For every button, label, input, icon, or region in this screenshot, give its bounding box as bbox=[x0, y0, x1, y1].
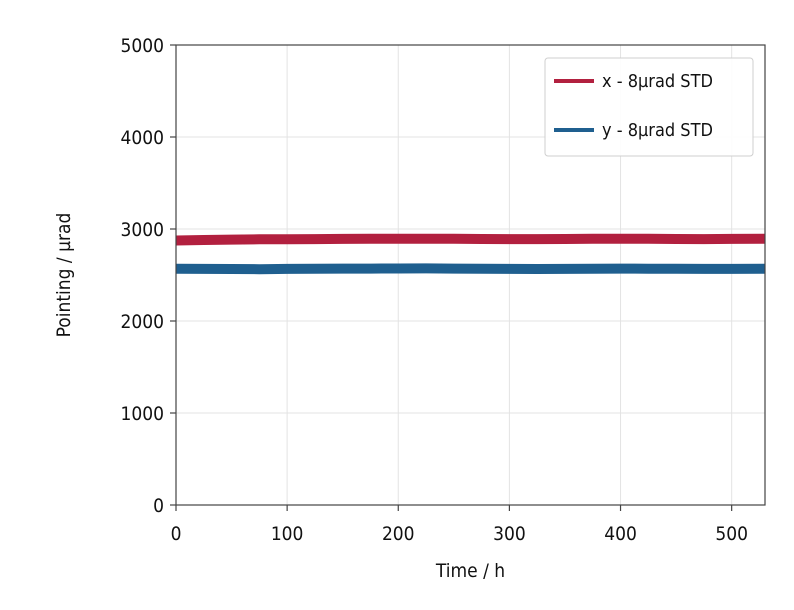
plot-frame bbox=[175, 44, 766, 506]
legend-label: y - 8µrad STD bbox=[602, 120, 713, 141]
y-tick-label: 0 bbox=[153, 495, 164, 517]
y-tick-label: 1000 bbox=[121, 403, 165, 425]
legend-box bbox=[544, 57, 754, 157]
y-axis-label: Pointing / µrad bbox=[53, 213, 75, 338]
y-tick-label: 3000 bbox=[121, 219, 165, 241]
series-lines bbox=[175, 233, 766, 275]
y-axis: 0 1000 2000 3000 4000 5000 bbox=[121, 35, 176, 517]
legend-label: x - 8µrad STD bbox=[602, 71, 713, 92]
series-line-x bbox=[175, 233, 766, 246]
series-line-y bbox=[175, 263, 766, 275]
x-axis-label: Time / h bbox=[435, 560, 505, 582]
x-tick-label: 200 bbox=[382, 523, 415, 545]
legend: x - 8µrad STD y - 8µrad STD bbox=[544, 57, 754, 157]
x-tick-label: 100 bbox=[271, 523, 304, 545]
x-tick-label: 300 bbox=[493, 523, 526, 545]
y-tick-label: 2000 bbox=[121, 311, 165, 333]
x-tick-label: 500 bbox=[715, 523, 748, 545]
x-tick-label: 400 bbox=[604, 523, 637, 545]
x-axis: 0 100 200 300 400 500 bbox=[171, 505, 748, 545]
x-tick-label: 0 bbox=[171, 523, 182, 545]
y-tick-label: 4000 bbox=[121, 127, 165, 149]
y-tick-label: 5000 bbox=[121, 35, 165, 57]
